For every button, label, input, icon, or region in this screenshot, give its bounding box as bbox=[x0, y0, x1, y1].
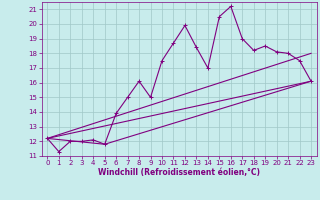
X-axis label: Windchill (Refroidissement éolien,°C): Windchill (Refroidissement éolien,°C) bbox=[98, 168, 260, 177]
